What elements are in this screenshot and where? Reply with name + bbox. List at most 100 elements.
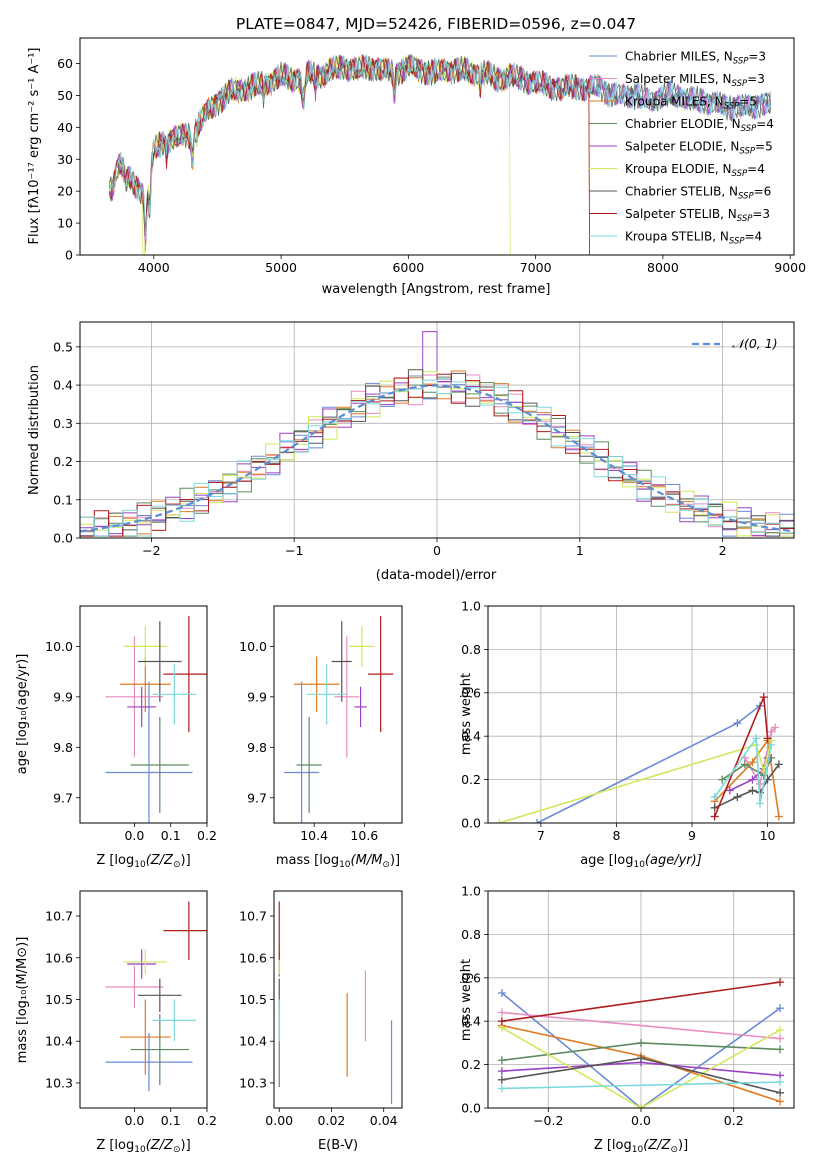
weight-marker: [497, 1056, 506, 1065]
weight-marker: [497, 1017, 506, 1026]
weight-vs-age-lines: [495, 693, 783, 823]
age-vs-Z-ytick-label: 9.9: [53, 689, 73, 704]
legend-label-tail: =6: [754, 185, 772, 199]
residual-histogram: [80, 379, 794, 537]
residuals-frame: [79, 321, 795, 539]
age-vs-Z-xlabel: Z [log10(Z/Z⊙)]: [96, 853, 190, 870]
weight-vs-Z-ytick-label: 0.4: [461, 1014, 481, 1029]
weight-marker: [771, 723, 780, 732]
weight-marker: [725, 786, 734, 795]
mass-vs-ebv-ytick-label: 10.4: [239, 1034, 267, 1049]
weight-vs-Z-xlabel-part: ⊙: [670, 1145, 678, 1155]
legend-label-sub: SSP: [733, 57, 749, 67]
weight-vs-Z-frame: [487, 890, 795, 1109]
legend-label-main: Kroupa ELODIE, N: [625, 162, 732, 176]
normal-reference-curve: [80, 384, 792, 533]
age-vs-mass-xlabel-part: ⊙: [382, 860, 390, 870]
weight-line: [499, 740, 773, 823]
weight-line: [501, 1027, 781, 1108]
weight-marker: [763, 734, 772, 743]
weight-marker: [710, 803, 719, 812]
weight-vs-age-ytick-label: 0.6: [461, 685, 481, 700]
legend-label: Salpeter MILES, NSSP=3: [625, 72, 765, 89]
age-vs-Z-xtick-label: 0.0: [124, 828, 144, 843]
weight-marker: [497, 988, 506, 997]
weight-marker: [497, 1075, 506, 1084]
weight-vs-age-xtick-label: 7: [537, 828, 545, 843]
spectrum-line: [108, 54, 511, 255]
spectrum-ytick-label: 10: [57, 216, 73, 231]
weight-vs-age-frame: [487, 605, 795, 824]
legend-label-sub: SSP: [732, 79, 748, 89]
legend-label: 𝒩(0, 1): [732, 336, 778, 351]
weight-vs-Z-xlabel: Z [log10(Z/Z⊙)]: [594, 1138, 688, 1155]
weight-vs-age-ytick-label: 0.8: [461, 642, 481, 657]
weight-vs-age-xtick-label: 9: [688, 828, 696, 843]
weight-marker: [533, 819, 542, 823]
weight-marker: [637, 1104, 645, 1108]
mass-vs-ebv-frame: [273, 890, 403, 1109]
weight-marker: [497, 1084, 506, 1093]
age-vs-Z-xtick-label: 0.2: [197, 828, 217, 843]
spectrum-ytick-label: 0: [65, 248, 73, 263]
legend-label: Salpeter STELIB, NSSP=3: [625, 207, 770, 224]
mass-vs-Z-ytick-label: 10.3: [45, 1075, 73, 1090]
weight-vs-Z-xtick-label: 0.2: [724, 1113, 744, 1128]
weight-marker: [710, 792, 719, 801]
age-vs-Z-xlabel-part: Z [log: [96, 853, 134, 868]
mass-vs-Z-ytick-label: 10.7: [45, 909, 73, 924]
spectrum-xtick-label: 9000: [774, 260, 806, 275]
residuals-ytick-label: 0.4: [53, 378, 73, 393]
spectrum-xtick-label: 8000: [647, 260, 679, 275]
weight-marker: [776, 1004, 785, 1013]
age-vs-mass-ytick-label: 10.0: [239, 639, 267, 654]
weight-vs-Z-xtick-label: −0.2: [533, 1113, 563, 1128]
spectrum-ytick-label: 20: [57, 184, 73, 199]
mass-vs-Z-xlabel: Z [log10(Z/Z⊙)]: [96, 1138, 190, 1155]
residuals-ytick-label: 0.1: [53, 492, 73, 507]
mass-vs-ebv-xtick-label: 0.02: [318, 1113, 346, 1128]
age-vs-mass-xtick-label: 10.4: [300, 828, 328, 843]
weight-vs-Z-xlabel-part: Z [log: [594, 1138, 632, 1153]
spectrum-line: [108, 54, 771, 239]
mass-vs-Z-ytick-label: 10.6: [45, 950, 73, 965]
mass-vs-Z-xlabel-part: 10: [134, 1145, 146, 1155]
spectrum-xtick-label: 5000: [265, 260, 297, 275]
weight-line: [501, 981, 781, 1022]
mass-vs-ebv-ytick-label: 10.6: [239, 950, 267, 965]
weight-vs-Z-ytick-label: 0.2: [461, 1057, 481, 1072]
legend-label-tail: =3: [747, 72, 765, 86]
legend-label-main: Chabrier MILES, N: [625, 50, 733, 64]
weight-marker: [774, 812, 783, 821]
weight-marker: [776, 1097, 785, 1106]
mass-vs-Z-xlabel-part: ⊙: [173, 1145, 181, 1155]
weight-marker: [776, 1045, 785, 1054]
legend-label-tail: =5: [755, 140, 773, 154]
weight-line: [714, 763, 780, 809]
weight-marker: [740, 760, 749, 769]
legend-label-main: Salpeter STELIB, N: [625, 207, 737, 221]
mass-vs-Z-xtick-label: 0.1: [161, 1113, 181, 1128]
legend-label-main: Chabrier ELODIE, N: [625, 117, 741, 131]
age-vs-mass-ytick-label: 9.7: [247, 790, 267, 805]
weight-line: [536, 705, 761, 823]
residuals-hists: [80, 331, 794, 537]
mass-vs-Z-frame: [79, 890, 208, 1109]
weight-vs-age-ytick-label: 0.0: [461, 816, 481, 831]
age-vs-Z-axes: 0.0 0.1 0.2 9.7 9.8 9.9 10.0 Z [log10(Z/Z⊙)] age…: [15, 605, 217, 870]
legend-label: Salpeter ELODIE, NSSP=5: [625, 140, 773, 157]
spectrum-ytick-label: 40: [57, 120, 73, 135]
residuals-xtick-label: 1: [576, 543, 584, 558]
legend-label-main: Salpeter ELODIE, N: [625, 140, 739, 154]
weight-marker: [748, 775, 757, 784]
residuals-xtick-label: −2: [142, 543, 160, 558]
mass-vs-Z-xlabel-part: Z [log: [96, 1138, 134, 1153]
weight-marker: [756, 799, 764, 808]
weight-marker: [733, 719, 742, 728]
age-vs-Z-ytick-label: 9.8: [53, 740, 73, 755]
weight-marker: [637, 1038, 645, 1047]
weight-marker: [776, 1088, 785, 1097]
mass-vs-ebv-xlabel: E(B-V): [318, 1138, 358, 1153]
